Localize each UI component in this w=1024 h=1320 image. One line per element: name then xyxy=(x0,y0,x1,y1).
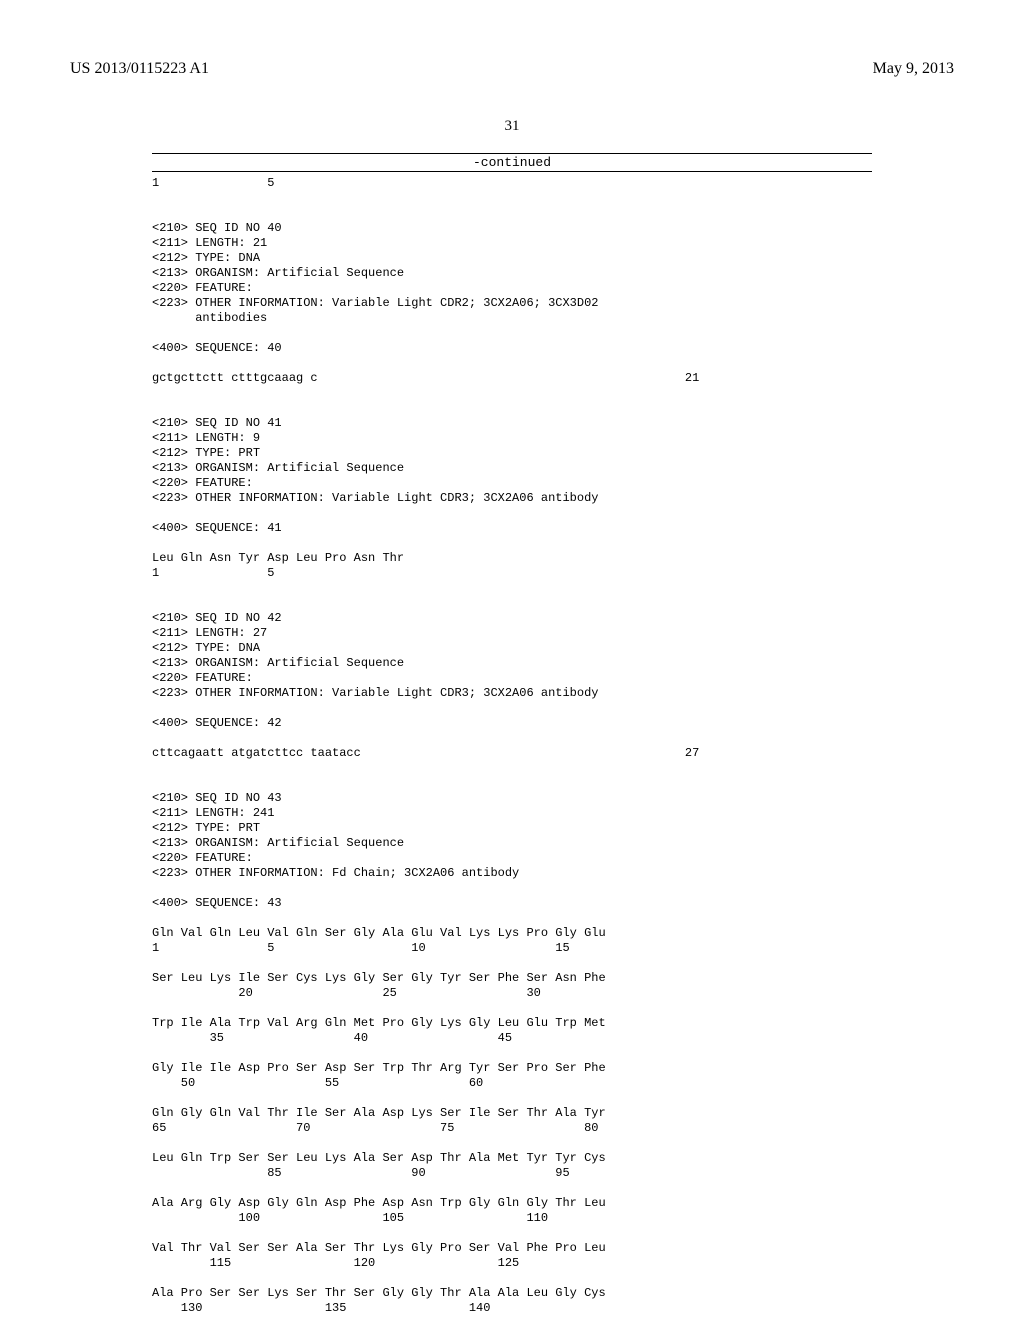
sequence-listing: 1 5 <210> SEQ ID NO 40 <211> LENGTH: 21 … xyxy=(152,176,872,1316)
publication-number: US 2013/0115223 A1 xyxy=(70,60,209,78)
page-number: 31 xyxy=(0,118,1024,135)
page-header: US 2013/0115223 A1 May 9, 2013 xyxy=(0,0,1024,88)
publication-date: May 9, 2013 xyxy=(873,60,954,78)
continued-label: -continued xyxy=(152,153,872,172)
